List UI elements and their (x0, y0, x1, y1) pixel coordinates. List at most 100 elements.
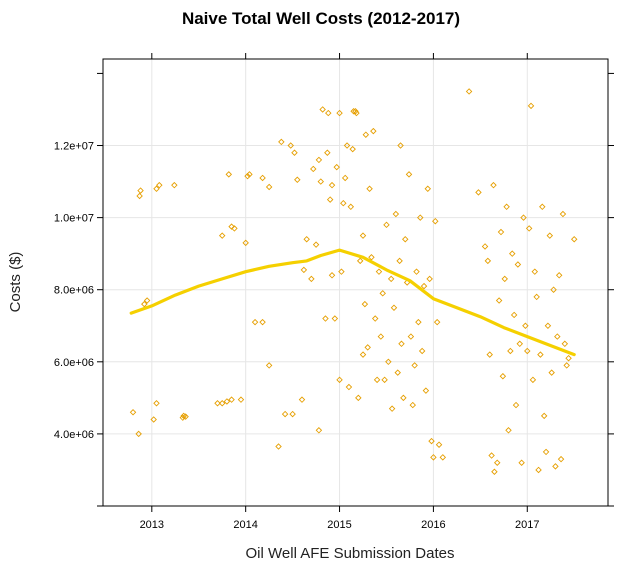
data-point (497, 228, 505, 236)
data-point (352, 108, 359, 115)
data-point (319, 106, 326, 113)
data-point (548, 369, 555, 376)
data-point (359, 232, 367, 239)
data-point (481, 243, 489, 250)
data-point (535, 466, 542, 474)
data-point (512, 401, 520, 409)
data-point (387, 275, 395, 283)
y-tick-label: 1.0e+07 (54, 213, 94, 225)
data-point (388, 405, 396, 412)
data-point (565, 354, 572, 362)
data-point (503, 203, 510, 211)
smooth-line-group (129, 248, 576, 357)
y-tick-label: 1.2e+07 (54, 141, 94, 153)
data-point (324, 149, 331, 156)
x-tick-label: 2017 (515, 519, 539, 531)
data-point (336, 376, 343, 384)
data-point (475, 189, 482, 196)
data-point (171, 181, 178, 189)
gridlines (103, 59, 608, 506)
data-point (381, 376, 388, 384)
data-point (364, 344, 371, 351)
data-point (531, 268, 539, 275)
x-tick-label: 2013 (140, 519, 164, 531)
data-point (554, 333, 561, 340)
data-point (400, 394, 407, 402)
data-point (377, 333, 385, 340)
data-point (544, 322, 552, 329)
data-point (137, 187, 144, 194)
data-point (289, 410, 296, 418)
data-point (153, 185, 160, 193)
data-point (129, 409, 137, 416)
axis-ticks: 2013 2014 2015 2016 2017 4.0e+06 6.0e+06 8.0e+0… (54, 53, 614, 531)
data-point (379, 290, 386, 297)
data-point (542, 448, 550, 456)
data-point (392, 210, 400, 218)
data-point (223, 398, 231, 405)
x-tick-label: 2016 (421, 519, 445, 531)
data-point (385, 358, 392, 366)
data-point (514, 261, 522, 268)
x-axis-label: Oil Well AFE Submission Dates (246, 545, 455, 562)
data-point (495, 297, 503, 304)
data-point (520, 214, 527, 221)
data-point (570, 236, 578, 243)
data-point (537, 351, 544, 358)
data-point (413, 268, 420, 275)
data-point (417, 214, 424, 221)
data-point (182, 413, 189, 420)
data-point (312, 241, 320, 248)
data-point (484, 257, 492, 265)
data-point (310, 165, 317, 173)
data-point (153, 400, 160, 407)
data-point (561, 340, 569, 348)
data-point (396, 257, 403, 265)
data-point (265, 362, 273, 369)
data-point (524, 347, 531, 355)
data-point (499, 372, 507, 380)
data-point (505, 427, 512, 434)
data-point (415, 318, 422, 326)
data-point (333, 163, 340, 171)
data-point (141, 300, 148, 308)
data-point (287, 142, 294, 149)
data-point (246, 171, 253, 178)
data-point (278, 138, 285, 146)
data-point (509, 250, 516, 257)
data-point (231, 225, 238, 232)
data-point (555, 272, 563, 279)
data-point (218, 232, 226, 239)
data-point (383, 221, 390, 229)
data-point (373, 376, 381, 384)
data-point (228, 396, 235, 403)
data-point (516, 340, 524, 348)
data-point (362, 131, 370, 138)
data-point (281, 410, 289, 418)
data-point (405, 171, 413, 178)
data-point (340, 199, 347, 207)
data-point (356, 257, 364, 265)
data-point (409, 401, 416, 409)
data-point (563, 362, 570, 369)
data-point (428, 437, 435, 445)
data-point (402, 236, 409, 243)
data-point (494, 459, 501, 466)
x-tick-label: 2014 (233, 519, 257, 531)
data-point (510, 311, 518, 319)
data-point (557, 455, 565, 463)
plot-frame (102, 58, 609, 507)
data-point (390, 304, 398, 311)
scatter-points (129, 88, 578, 475)
data-point (156, 181, 163, 189)
data-point (298, 396, 306, 403)
data-point (527, 102, 535, 110)
data-point (328, 272, 336, 279)
data-point (308, 275, 315, 283)
data-point (291, 149, 298, 156)
data-point (539, 203, 546, 211)
data-point (251, 318, 259, 326)
smooth-line (129, 248, 576, 357)
data-point (435, 441, 443, 448)
